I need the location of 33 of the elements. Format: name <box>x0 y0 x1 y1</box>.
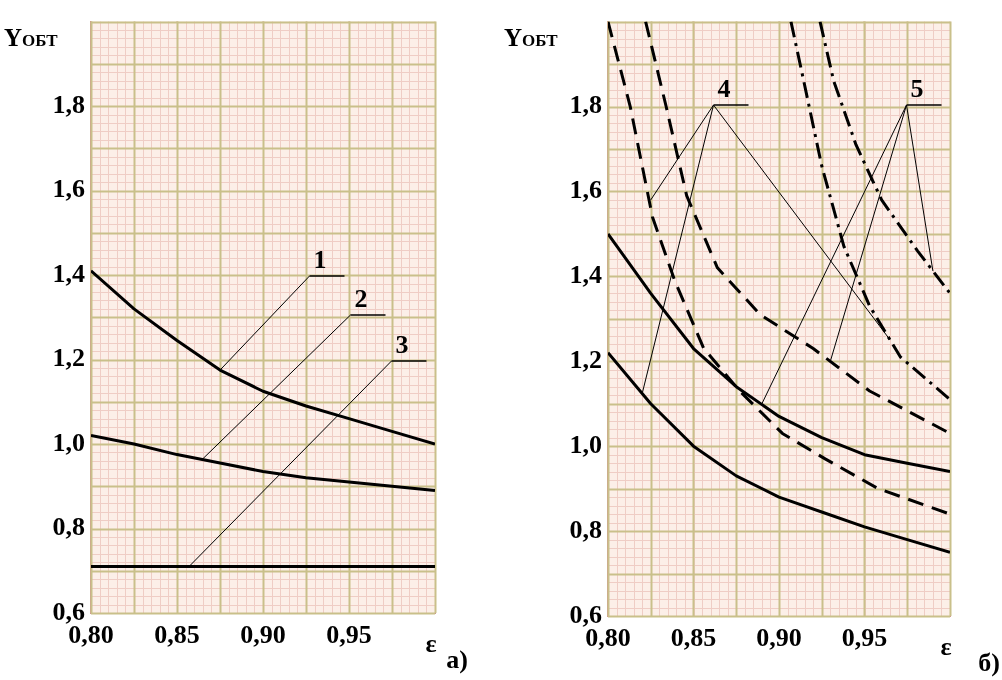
line-series <box>644 21 950 435</box>
x-tick-label: 0,95 <box>326 620 372 650</box>
y-tick-label: 1,8 <box>52 89 85 119</box>
annotation: 1 <box>313 244 327 274</box>
x-tick-label: 0,95 <box>841 623 888 653</box>
y-axis-title: YОБТ <box>504 23 559 51</box>
annotation: 5 <box>910 73 924 103</box>
y-tick-label: 0,6 <box>569 599 602 629</box>
y-axis-title: YОБТ <box>4 23 59 51</box>
line-series <box>608 21 950 516</box>
y-tick-label: 1,6 <box>569 175 602 205</box>
y-tick-label: 1,0 <box>52 427 85 457</box>
x-tick-label: 0,90 <box>240 620 286 650</box>
y-tick-label: 0,8 <box>569 514 602 544</box>
annotation: 3 <box>395 329 409 359</box>
x-tick-label: 0,90 <box>756 623 802 653</box>
y-tick-label: 1,2 <box>569 344 602 374</box>
annotation: 4 <box>717 73 731 103</box>
y-tick-label: 1,6 <box>52 174 85 204</box>
y-tick-label: 1,2 <box>52 343 85 373</box>
x-tick-label: 0,85 <box>154 620 200 650</box>
y-tick-label: 0,8 <box>52 512 85 542</box>
x-axis-title: ε <box>940 631 952 661</box>
annotation: 2 <box>354 283 368 313</box>
y-tick-label: 0,6 <box>52 596 85 626</box>
x-tick-label: 0,85 <box>670 623 717 653</box>
x-axis-title: ε <box>425 628 437 658</box>
y-tick-label: 1,8 <box>569 90 602 120</box>
y-tick-label: 1,4 <box>52 258 85 288</box>
text: б) <box>978 647 1000 677</box>
y-tick-label: 1,0 <box>569 429 602 459</box>
y-tick-label: 1,4 <box>569 260 602 290</box>
text: а) <box>446 644 468 674</box>
